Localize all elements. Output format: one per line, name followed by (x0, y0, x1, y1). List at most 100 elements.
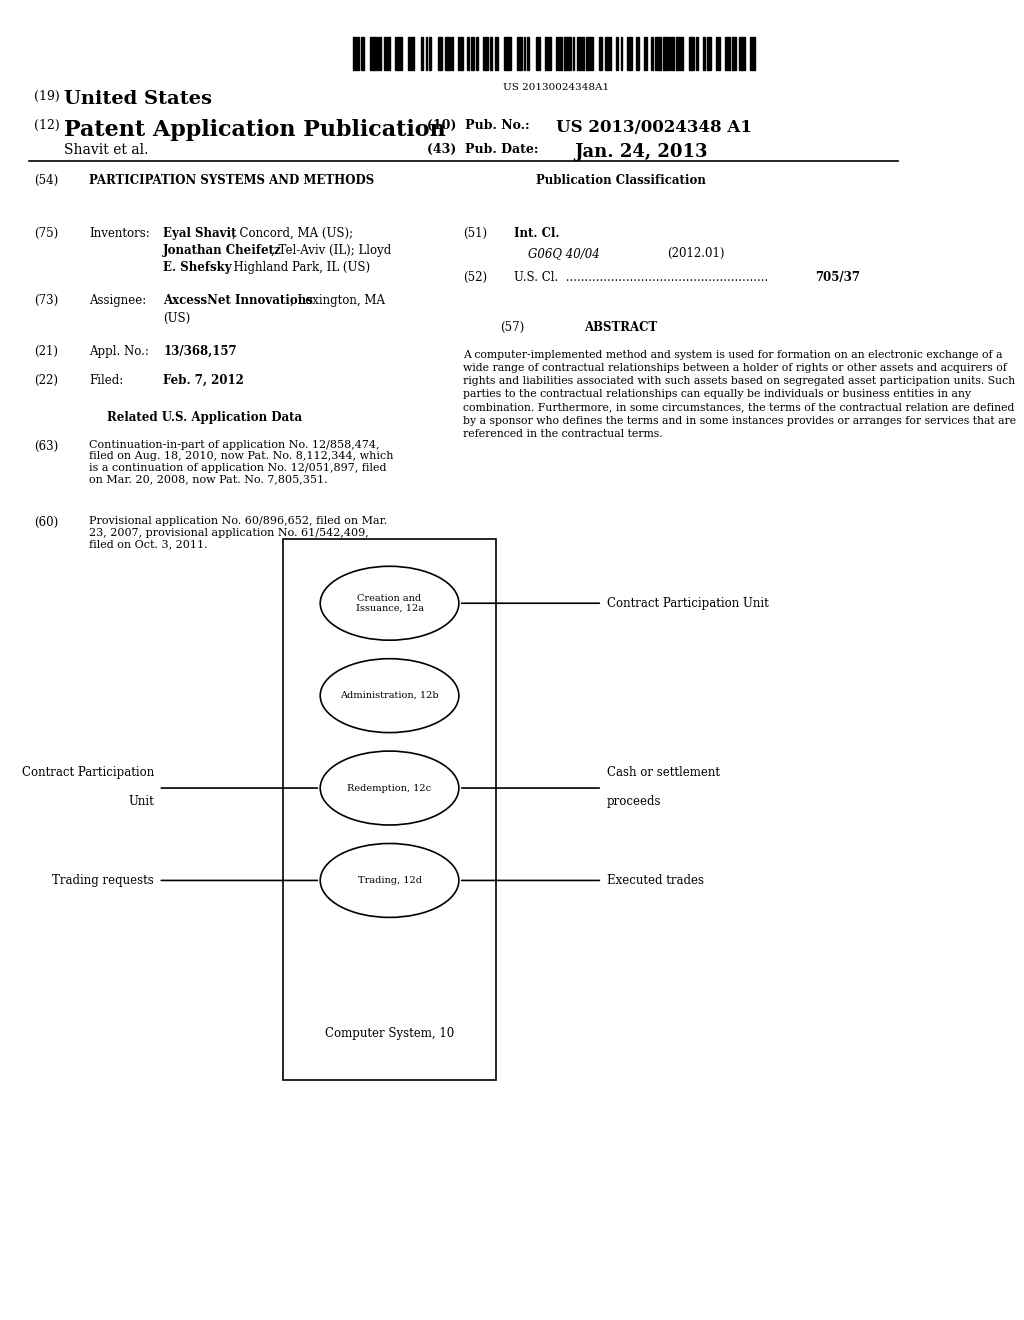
Bar (429, 37, 431, 70)
Bar (437, 37, 442, 70)
Text: Cash or settlement: Cash or settlement (607, 766, 720, 779)
Text: (75): (75) (34, 227, 58, 240)
Bar (651, 37, 653, 70)
Ellipse shape (321, 751, 459, 825)
Ellipse shape (321, 566, 459, 640)
Bar (644, 37, 646, 70)
Bar (284, 539, 496, 1080)
Bar (707, 37, 712, 70)
Bar (545, 37, 551, 70)
Text: (43)  Pub. Date:: (43) Pub. Date: (427, 143, 538, 156)
Text: Related U.S. Application Data: Related U.S. Application Data (108, 411, 302, 424)
Text: Int. Cl.: Int. Cl. (514, 227, 560, 240)
Bar (483, 37, 487, 70)
Text: A computer-implemented method and system is used for formation on an electronic : A computer-implemented method and system… (464, 350, 1017, 440)
Text: proceeds: proceeds (607, 795, 662, 808)
Text: Trading, 12d: Trading, 12d (357, 876, 422, 884)
Bar (536, 37, 541, 70)
Bar (360, 37, 364, 70)
Text: ABSTRACT: ABSTRACT (584, 321, 657, 334)
Bar (636, 37, 639, 70)
Bar (370, 37, 377, 70)
Text: (US): (US) (163, 312, 190, 325)
Bar (476, 37, 478, 70)
Text: U.S. Cl.  ......................................................: U.S. Cl. ...............................… (514, 271, 776, 284)
Text: (52): (52) (464, 271, 487, 284)
Text: United States: United States (65, 90, 212, 108)
Ellipse shape (321, 843, 459, 917)
Text: (10)  Pub. No.:: (10) Pub. No.: (427, 119, 538, 132)
Text: Feb. 7, 2012: Feb. 7, 2012 (163, 374, 244, 387)
Bar (523, 37, 525, 70)
Text: , Concord, MA (US);: , Concord, MA (US); (232, 227, 353, 240)
Bar (664, 37, 670, 70)
Text: PARTICIPATION SYSTEMS AND METHODS: PARTICIPATION SYSTEMS AND METHODS (89, 174, 375, 187)
Text: 705/37: 705/37 (815, 271, 860, 284)
Text: , Highland Park, IL (US): , Highland Park, IL (US) (226, 261, 370, 275)
Bar (471, 37, 474, 70)
Text: (60): (60) (34, 516, 58, 529)
Bar (564, 37, 570, 70)
Text: Contract Participation: Contract Participation (22, 766, 154, 779)
Bar (725, 37, 730, 70)
Text: Appl. No.:: Appl. No.: (89, 345, 150, 358)
Bar (654, 37, 662, 70)
Text: , Tel-Aviv (IL); Lloyd: , Tel-Aviv (IL); Lloyd (271, 244, 391, 257)
Text: Shavit et al.: Shavit et al. (65, 143, 148, 157)
Text: Assignee:: Assignee: (89, 294, 146, 308)
Text: (22): (22) (34, 374, 57, 387)
Bar (702, 37, 705, 70)
Bar (599, 37, 602, 70)
Text: Continuation-in-part of application No. 12/858,474,
filed on Aug. 18, 2010, now : Continuation-in-part of application No. … (89, 440, 393, 484)
Bar (605, 37, 611, 70)
Text: Patent Application Publication: Patent Application Publication (65, 119, 445, 141)
Text: Creation and
Issuance, 12a: Creation and Issuance, 12a (355, 594, 424, 612)
Bar (556, 37, 562, 70)
Text: E. Shefsky: E. Shefsky (163, 261, 231, 275)
Text: (63): (63) (34, 440, 58, 453)
Bar (352, 37, 359, 70)
Text: Executed trades: Executed trades (607, 874, 703, 887)
Bar (395, 37, 401, 70)
Bar (490, 37, 493, 70)
Text: US 2013/0024348 A1: US 2013/0024348 A1 (556, 119, 752, 136)
Bar (696, 37, 698, 70)
Bar (495, 37, 498, 70)
Text: (19): (19) (34, 90, 63, 103)
Text: (12): (12) (34, 119, 63, 132)
Bar (517, 37, 521, 70)
Bar (627, 37, 632, 70)
Bar (750, 37, 755, 70)
Text: (73): (73) (34, 294, 58, 308)
Bar (587, 37, 593, 70)
Bar (578, 37, 584, 70)
Bar (616, 37, 617, 70)
Bar (445, 37, 450, 70)
Text: Unit: Unit (128, 795, 154, 808)
Text: (51): (51) (464, 227, 487, 240)
Bar (739, 37, 745, 70)
Text: Jonathan Cheifetz: Jonathan Cheifetz (163, 244, 282, 257)
Bar (676, 37, 683, 70)
Text: G06Q 40/04: G06Q 40/04 (528, 247, 600, 260)
Bar (458, 37, 463, 70)
Text: Eyal Shavit: Eyal Shavit (163, 227, 237, 240)
Bar (621, 37, 623, 70)
Bar (384, 37, 390, 70)
Bar (467, 37, 469, 70)
Bar (572, 37, 574, 70)
Bar (731, 37, 736, 70)
Bar (379, 37, 381, 70)
Text: Inventors:: Inventors: (89, 227, 150, 240)
Text: (54): (54) (34, 174, 58, 187)
Text: 13/368,157: 13/368,157 (163, 345, 237, 358)
Text: Publication Classification: Publication Classification (536, 174, 706, 187)
Text: Redemption, 12c: Redemption, 12c (347, 784, 431, 792)
Bar (716, 37, 721, 70)
Text: Administration, 12b: Administration, 12b (340, 692, 439, 700)
Bar (408, 37, 415, 70)
Bar (426, 37, 427, 70)
Bar (527, 37, 529, 70)
Text: Computer System, 10: Computer System, 10 (325, 1027, 455, 1040)
Text: Filed:: Filed: (89, 374, 123, 387)
